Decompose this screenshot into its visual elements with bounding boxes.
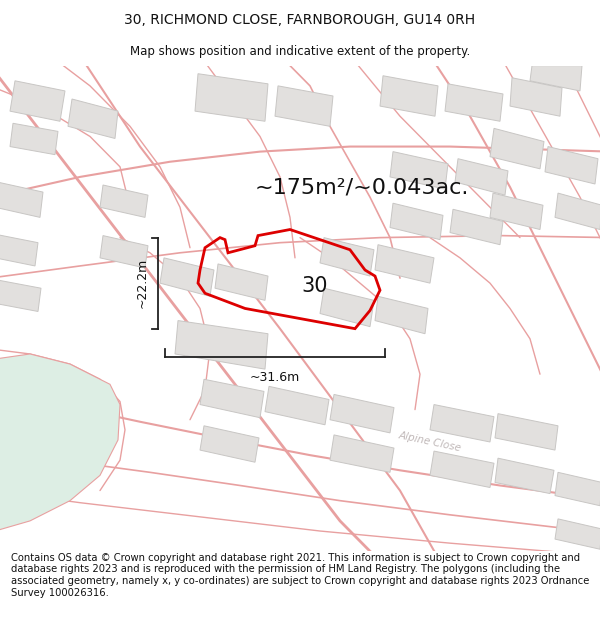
- Polygon shape: [390, 152, 448, 189]
- Polygon shape: [330, 394, 394, 433]
- Polygon shape: [265, 386, 329, 425]
- Text: 30: 30: [302, 276, 328, 296]
- Polygon shape: [320, 238, 374, 276]
- Polygon shape: [490, 193, 543, 229]
- Polygon shape: [0, 182, 43, 218]
- Polygon shape: [530, 66, 582, 91]
- Polygon shape: [160, 258, 214, 296]
- Polygon shape: [490, 128, 544, 169]
- Polygon shape: [68, 99, 118, 139]
- Polygon shape: [510, 78, 562, 116]
- Polygon shape: [100, 185, 148, 218]
- Text: Map shows position and indicative extent of the property.: Map shows position and indicative extent…: [130, 44, 470, 58]
- Polygon shape: [430, 404, 494, 442]
- Polygon shape: [10, 123, 58, 154]
- Polygon shape: [175, 321, 268, 369]
- Polygon shape: [430, 451, 494, 488]
- Polygon shape: [555, 193, 600, 229]
- Polygon shape: [455, 159, 508, 195]
- Polygon shape: [100, 236, 148, 268]
- Polygon shape: [200, 426, 259, 462]
- Polygon shape: [195, 74, 268, 121]
- Polygon shape: [445, 84, 503, 121]
- Polygon shape: [375, 245, 434, 283]
- Text: ~175m²/~0.043ac.: ~175m²/~0.043ac.: [255, 177, 469, 197]
- Polygon shape: [330, 435, 394, 472]
- Polygon shape: [10, 81, 65, 121]
- Polygon shape: [450, 209, 503, 245]
- Polygon shape: [545, 146, 598, 184]
- Polygon shape: [495, 414, 558, 450]
- Polygon shape: [200, 379, 264, 418]
- Polygon shape: [380, 76, 438, 116]
- Polygon shape: [0, 280, 41, 311]
- Text: ~31.6m: ~31.6m: [250, 371, 300, 384]
- Text: 30, RICHMOND CLOSE, FARNBOROUGH, GU14 0RH: 30, RICHMOND CLOSE, FARNBOROUGH, GU14 0R…: [124, 13, 476, 27]
- Text: ~22.2m: ~22.2m: [136, 258, 149, 308]
- Polygon shape: [390, 203, 443, 239]
- Polygon shape: [215, 264, 268, 301]
- Polygon shape: [320, 288, 374, 327]
- Text: Alpine Close: Alpine Close: [398, 431, 463, 454]
- Polygon shape: [555, 519, 600, 549]
- Polygon shape: [495, 458, 554, 494]
- Polygon shape: [0, 234, 38, 266]
- Polygon shape: [375, 296, 428, 334]
- Polygon shape: [555, 472, 600, 506]
- Polygon shape: [275, 86, 333, 126]
- Text: Contains OS data © Crown copyright and database right 2021. This information is : Contains OS data © Crown copyright and d…: [11, 552, 589, 598]
- Polygon shape: [0, 354, 120, 531]
